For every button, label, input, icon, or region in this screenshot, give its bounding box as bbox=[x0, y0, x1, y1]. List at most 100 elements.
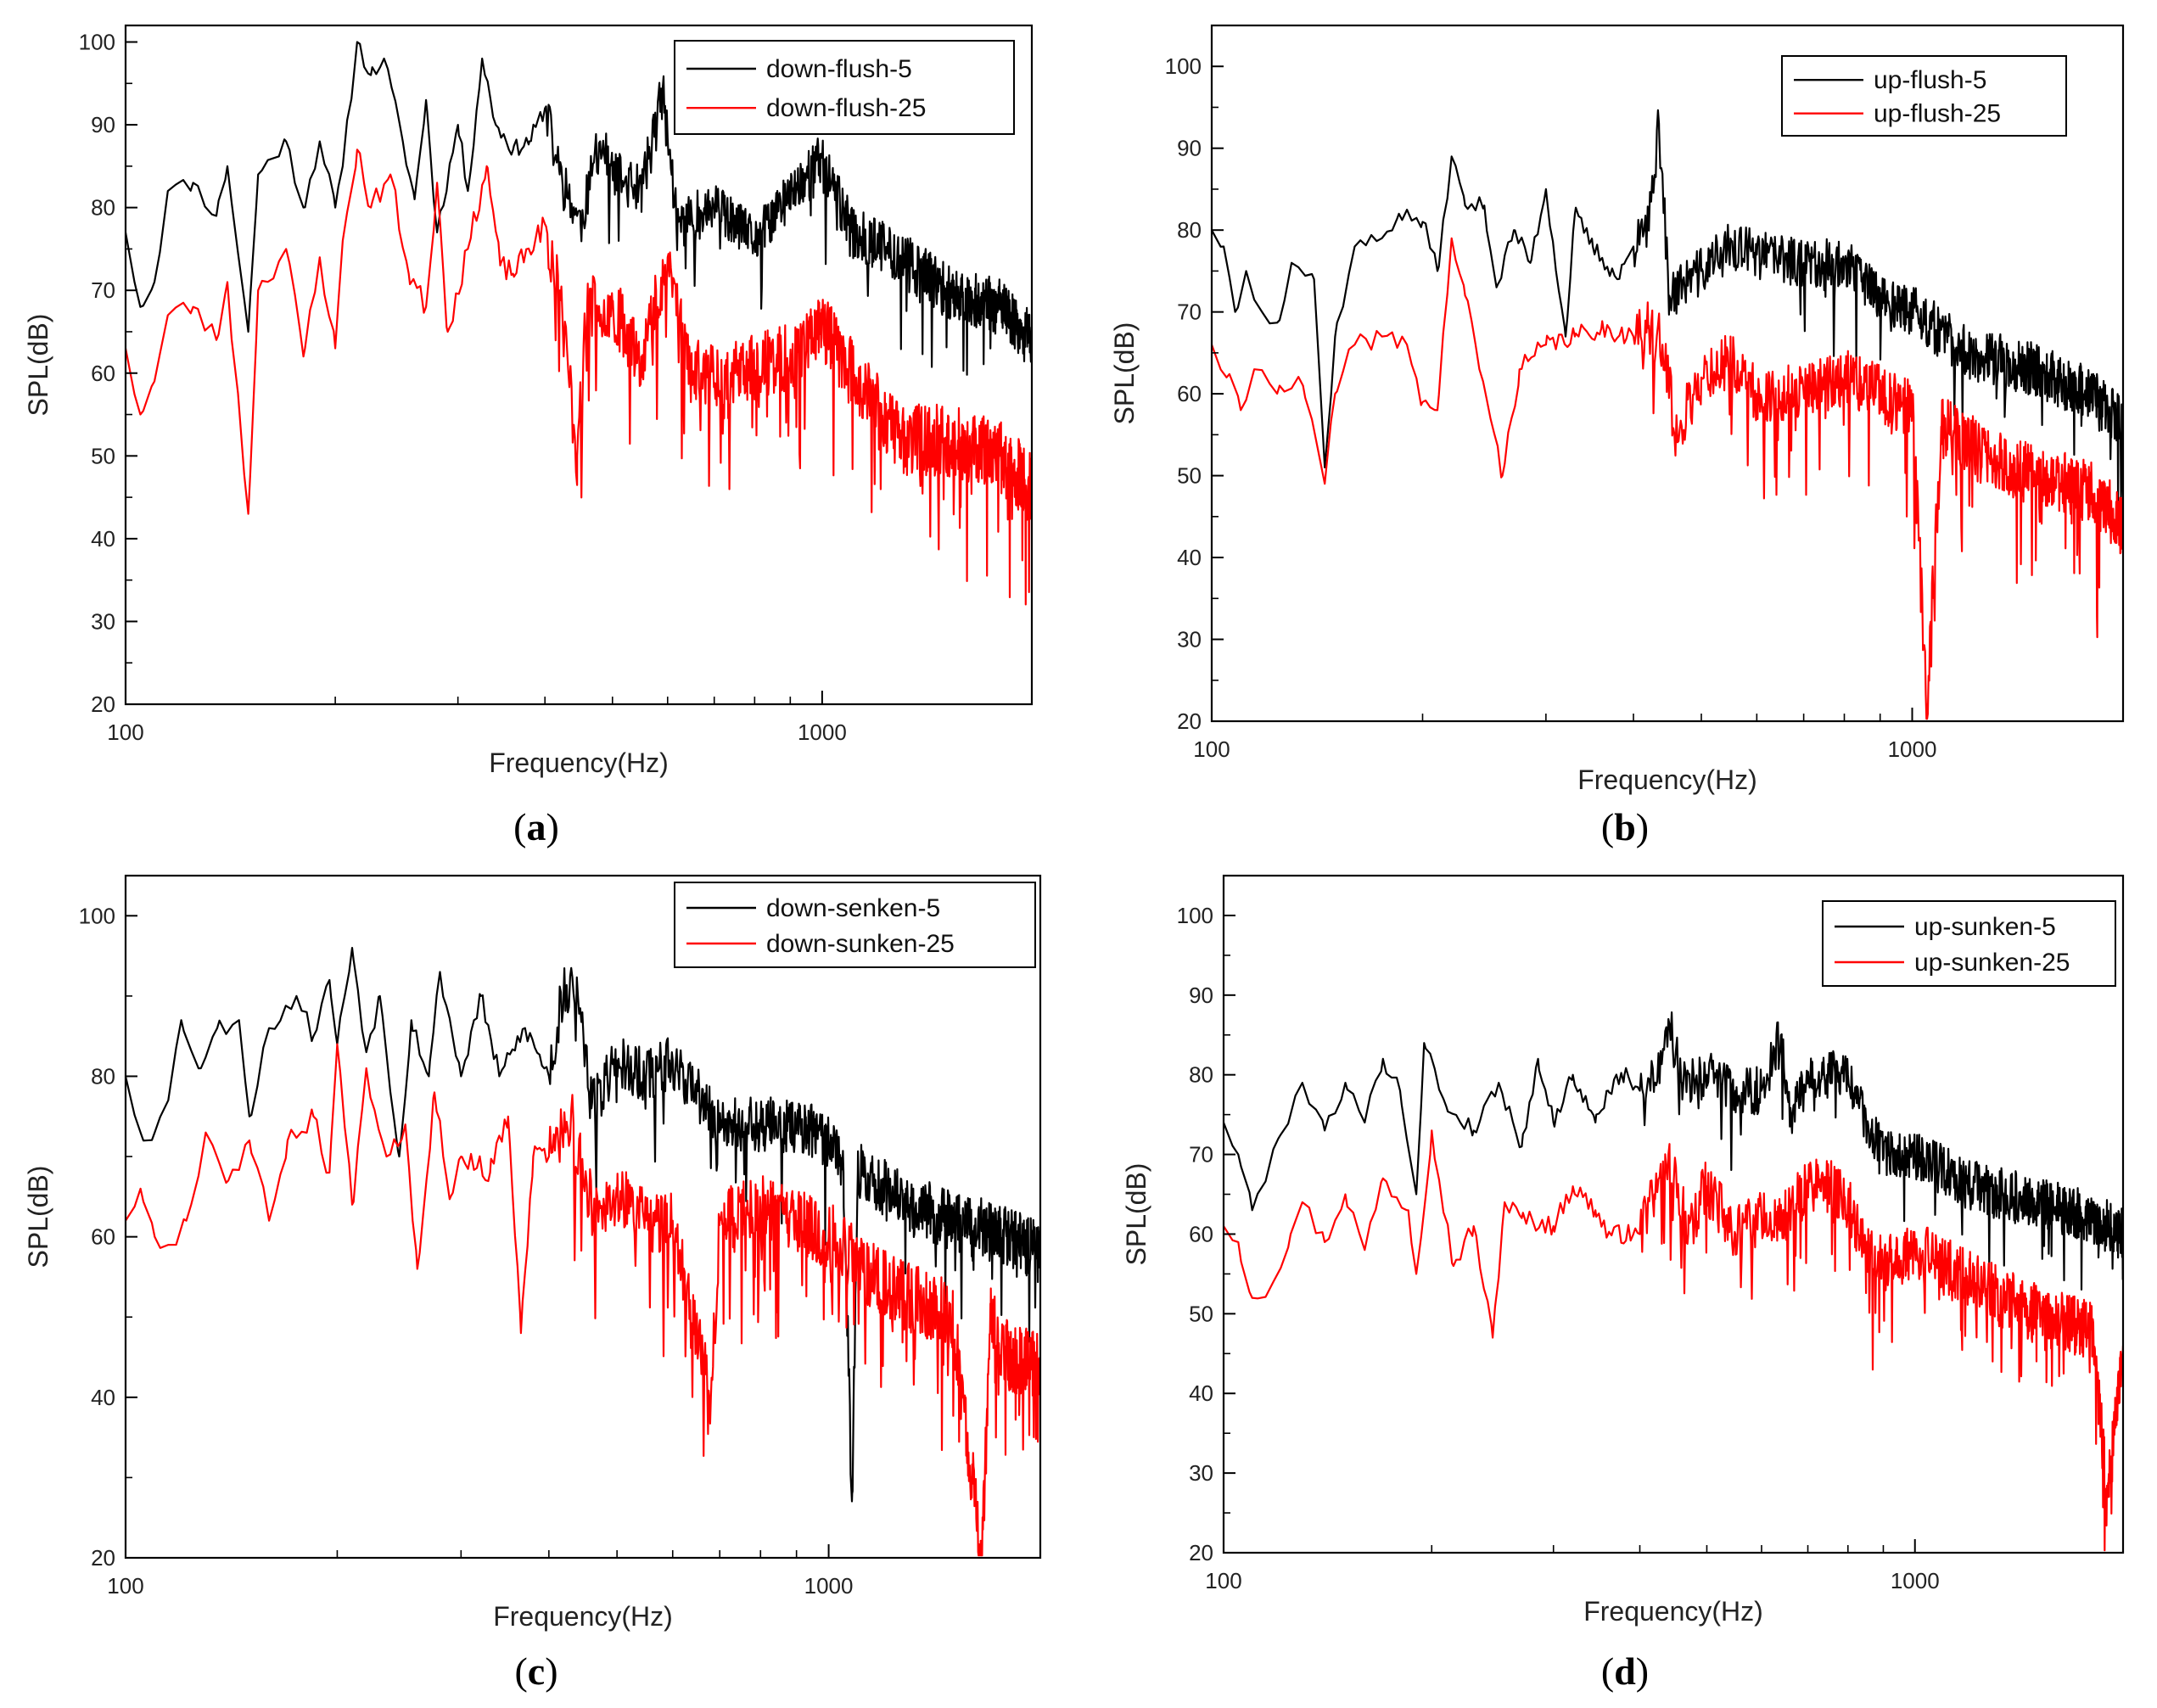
legend-entry: up-flush-5 bbox=[1874, 66, 1986, 94]
legend: up-flush-5 up-flush-25 bbox=[1781, 55, 2067, 137]
series-line-down-sunken-25 bbox=[126, 1043, 1040, 1557]
y-tick-label: 60 bbox=[1189, 1221, 1213, 1246]
panel-label-letter: d bbox=[1614, 1649, 1636, 1693]
legend: up-sunken-5 up-sunken-25 bbox=[1822, 900, 2116, 987]
y-tick-label: 40 bbox=[1189, 1380, 1213, 1406]
legend-entry: down-flush-5 bbox=[766, 55, 912, 83]
x-tick-label: 100 bbox=[107, 1573, 143, 1599]
plot-frame-c bbox=[124, 874, 1042, 1560]
y-tick-label: 20 bbox=[1177, 708, 1202, 734]
y-axis-label: SPL(dB) bbox=[23, 314, 53, 417]
legend-box bbox=[1822, 900, 2116, 987]
y-tick-label: 90 bbox=[91, 112, 115, 137]
series-line-up-sunken-25 bbox=[1224, 1129, 2123, 1552]
legend-box bbox=[674, 882, 1036, 968]
panel-label-letter: b bbox=[1614, 805, 1636, 848]
legend-entry: up-sunken-25 bbox=[1914, 949, 2070, 977]
chart-panel-b: 20 30 40 50 60 70 80 90 100 100 1000 Frequency(Hz) S… bbox=[1109, 24, 2125, 848]
x-tick-label: 1000 bbox=[804, 1573, 854, 1599]
series-line-up-flush-25 bbox=[1212, 237, 2123, 720]
x-tick-label: 100 bbox=[1193, 736, 1230, 762]
y-tick-label: 20 bbox=[1189, 1540, 1213, 1565]
chart-panel-d: 20 30 40 50 60 70 80 90 100 100 1000 Frequency(Hz) S… bbox=[1121, 874, 2125, 1693]
plot-frame-a bbox=[124, 24, 1034, 706]
y-tick-label: 60 bbox=[91, 1224, 115, 1250]
panel-label: (c) bbox=[514, 1649, 557, 1693]
x-axis-label: Frequency(Hz) bbox=[1583, 1596, 1763, 1627]
panel-label-close: ) bbox=[1636, 805, 1649, 848]
series-line-up-sunken-5 bbox=[1224, 1011, 2123, 1291]
series-line-down-flush-5 bbox=[126, 41, 1032, 376]
y-tick-label: 80 bbox=[91, 195, 115, 221]
y-tick-label: 50 bbox=[91, 443, 115, 468]
y-tick-label: 40 bbox=[91, 1385, 115, 1410]
legend-entry: up-flush-25 bbox=[1874, 100, 2001, 128]
y-tick-label: 40 bbox=[1177, 545, 1202, 570]
panel-label-open: ( bbox=[513, 805, 526, 848]
y-tick-label: 60 bbox=[1177, 381, 1202, 406]
y-axis-label: SPL(dB) bbox=[1121, 1163, 1151, 1266]
y-tick-label: 80 bbox=[1189, 1062, 1213, 1088]
x-axis-label: Frequency(Hz) bbox=[493, 1601, 673, 1632]
x-tick-label: 1000 bbox=[798, 720, 847, 745]
y-tick-label: 50 bbox=[1189, 1301, 1213, 1326]
y-tick-label: 80 bbox=[1177, 217, 1202, 243]
y-tick-label: 70 bbox=[1189, 1142, 1213, 1168]
y-tick-label: 30 bbox=[1189, 1460, 1213, 1486]
panel-label-letter: a bbox=[527, 805, 546, 848]
panel-label: (d) bbox=[1601, 1649, 1649, 1693]
chart-panel-a: 20 30 40 50 60 70 80 90 100 100 1000 Frequency(Hz) S… bbox=[23, 24, 1034, 848]
y-tick-label: 90 bbox=[1189, 983, 1213, 1008]
y-tick-label: 90 bbox=[1177, 136, 1202, 161]
legend: down-flush-5 down-flush-25 bbox=[674, 40, 1015, 135]
series-line-down-flush-25 bbox=[126, 148, 1032, 606]
panel-label: (a) bbox=[513, 805, 559, 848]
series-group-c bbox=[126, 947, 1040, 1557]
series-group-d bbox=[1224, 1011, 2123, 1552]
series-group-b bbox=[1212, 109, 2123, 720]
panel-label-open: ( bbox=[1601, 1649, 1614, 1693]
x-tick-label: 1000 bbox=[1891, 1568, 1940, 1593]
series-group-a bbox=[126, 41, 1032, 606]
legend-entry: down-senken-5 bbox=[766, 894, 940, 922]
panel-label-letter: c bbox=[528, 1649, 545, 1693]
legend-entry: up-sunken-5 bbox=[1914, 913, 2056, 941]
legend-entry: down-sunken-25 bbox=[766, 930, 955, 958]
y-tick-label: 100 bbox=[1177, 903, 1213, 928]
y-axis-label: SPL(dB) bbox=[23, 1166, 53, 1268]
panel-label-close: ) bbox=[546, 805, 559, 848]
series-line-down-senken-5 bbox=[126, 947, 1040, 1503]
y-tick-label: 100 bbox=[79, 30, 115, 55]
panel-label-open: ( bbox=[514, 1649, 527, 1693]
chart-panel-c: 20 40 60 80 100 100 1000 Frequency(Hz) SPL(dB) do… bbox=[23, 874, 1042, 1693]
y-axis-label: SPL(dB) bbox=[1109, 322, 1140, 425]
y-tick-label: 100 bbox=[79, 903, 115, 928]
plot-frame-d bbox=[1222, 874, 2125, 1554]
x-tick-label: 100 bbox=[1205, 1568, 1241, 1593]
y-tick-label: 40 bbox=[91, 526, 115, 552]
x-axis-label: Frequency(Hz) bbox=[489, 748, 669, 778]
plot-frame-b bbox=[1210, 24, 2125, 723]
panel-label-open: ( bbox=[1601, 805, 1614, 848]
series-line-up-flush-5 bbox=[1212, 109, 2123, 502]
y-tick-label: 30 bbox=[1177, 627, 1202, 652]
y-tick-label: 70 bbox=[91, 277, 115, 303]
y-tick-label: 70 bbox=[1177, 300, 1202, 325]
y-tick-label: 30 bbox=[91, 608, 115, 634]
y-tick-label: 60 bbox=[91, 361, 115, 386]
x-tick-label: 1000 bbox=[1888, 736, 1937, 762]
panel-label-close: ) bbox=[1636, 1649, 1649, 1693]
legend-box bbox=[674, 40, 1015, 135]
y-tick-label: 100 bbox=[1165, 53, 1202, 79]
y-tick-label: 80 bbox=[91, 1063, 115, 1089]
legend: down-senken-5 down-sunken-25 bbox=[674, 882, 1036, 968]
panel-label: (b) bbox=[1601, 805, 1649, 848]
legend-entry: down-flush-25 bbox=[766, 94, 926, 122]
y-tick-label: 20 bbox=[91, 692, 115, 717]
legend-box bbox=[1781, 55, 2067, 137]
panel-label-close: ) bbox=[545, 1649, 557, 1693]
y-tick-label: 50 bbox=[1177, 463, 1202, 489]
x-tick-label: 100 bbox=[107, 720, 143, 745]
x-axis-label: Frequency(Hz) bbox=[1577, 764, 1757, 795]
